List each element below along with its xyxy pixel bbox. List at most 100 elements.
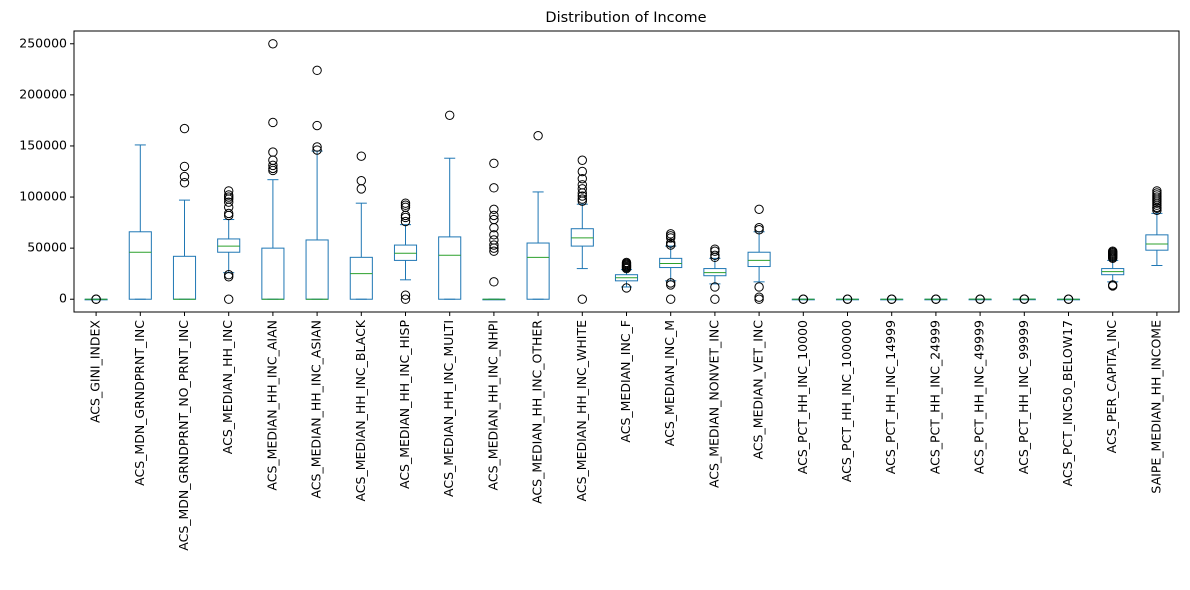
- box: [1145, 234, 1169, 251]
- flier-point: [224, 294, 234, 304]
- flier-point: [224, 208, 234, 219]
- flier-point: [577, 294, 587, 304]
- x-tick-label: ACS_MEDIAN_INC_M: [662, 320, 677, 446]
- flier-point: [666, 294, 676, 304]
- flier-point: [754, 204, 764, 215]
- flier-point: [268, 165, 278, 176]
- flier-point: [400, 216, 411, 227]
- flier-point: [754, 294, 764, 304]
- flier-point: [887, 294, 897, 304]
- flier-point: [489, 246, 499, 256]
- flier-point: [489, 204, 499, 215]
- x-tick-label: ACS_MEDIAN_HH_INC_ASIAN: [309, 320, 324, 499]
- x-tick-label: ACS_MDN_GRNDPRNT_INC: [132, 320, 147, 486]
- flier-point: [754, 282, 764, 292]
- y-tick-label: 250000: [19, 35, 67, 50]
- box: [570, 228, 594, 247]
- x-tick-label: ACS_MEDIAN_HH_INC_WHITE: [574, 320, 589, 502]
- box-group-4: [261, 39, 285, 300]
- flier-point: [710, 244, 720, 254]
- box-group-23: [1101, 246, 1125, 291]
- flier-point: [224, 202, 234, 212]
- flier-point: [577, 180, 587, 190]
- flier-point: [1063, 294, 1074, 304]
- flier-point: [400, 294, 411, 304]
- box-group-19: [924, 294, 948, 304]
- flier-point: [577, 155, 587, 165]
- flier-point: [445, 110, 455, 121]
- flier-point: [268, 155, 278, 165]
- box-group-20: [968, 294, 992, 304]
- flier-point: [577, 173, 587, 184]
- flier-point: [754, 223, 764, 233]
- axes: ACS_GINI_INDEX ACS_MDN_GRNDPRNT_INC ACS_MD…: [19, 30, 1180, 551]
- flier-point: [400, 290, 411, 300]
- flier-point: [268, 160, 278, 171]
- box-group-18: [880, 294, 904, 304]
- box-group-8: [438, 110, 462, 300]
- box-group-7: [393, 198, 418, 304]
- flier-point: [400, 200, 411, 210]
- flier-point: [577, 191, 587, 201]
- y-tick-label: 0: [59, 291, 67, 306]
- flier-point: [179, 178, 190, 188]
- flier-point: [224, 210, 234, 221]
- box-group-0: [84, 294, 108, 304]
- flier-point: [577, 194, 587, 204]
- flier-point: [1108, 246, 1118, 256]
- box: [217, 238, 241, 253]
- x-tick-label: ACS_MEDIAN_HH_INC_MULTI: [441, 320, 456, 497]
- box-group-22: [1056, 294, 1081, 304]
- x-tick-label: ACS_MEDIAN_VET_INC: [751, 320, 766, 460]
- box-group-21: [1012, 294, 1036, 304]
- flier-point: [710, 250, 720, 260]
- flier-point: [577, 166, 587, 177]
- flier-point: [224, 197, 234, 207]
- x-tick-label: ACS_MEDIAN_HH_INC_AIAN: [264, 320, 279, 491]
- flier-point: [489, 235, 499, 245]
- flier-point: [489, 158, 499, 169]
- flier-point: [179, 171, 190, 182]
- box-group-10: [526, 131, 550, 300]
- flier-point: [666, 280, 676, 290]
- y-tick-label: 150000: [19, 137, 67, 152]
- flier-point: [179, 161, 190, 172]
- flier-point: [842, 294, 853, 304]
- flier-point: [489, 183, 499, 193]
- box-group-2: [172, 123, 197, 300]
- x-tick-label: ACS_MDN_GRNDPRNT_NO_PRNT_INC: [176, 320, 191, 551]
- box: [659, 257, 683, 269]
- box-group-9: [482, 158, 506, 301]
- x-tick-label: ACS_PCT_INC50_BELOW17: [1060, 320, 1075, 486]
- box: [703, 268, 727, 277]
- flier-point: [356, 151, 366, 161]
- flier-point: [356, 175, 366, 186]
- x-tick-label: ACS_PCT_HH_INC_100000: [839, 320, 854, 482]
- x-tick-label: ACS_MEDIAN_HH_INC_BLACK: [353, 319, 368, 501]
- flier-point: [91, 294, 101, 304]
- flier-point: [577, 184, 587, 194]
- x-tick-label: ACS_MEDIAN_INC_F: [618, 320, 633, 443]
- box: [747, 251, 771, 268]
- flier-point: [666, 278, 676, 288]
- flier-point: [975, 294, 985, 304]
- flier-point: [710, 294, 720, 304]
- x-tick-label: ACS_MEDIAN_NONVET_INC: [706, 320, 721, 488]
- box-group-14: [703, 244, 727, 304]
- box-group-17: [835, 294, 860, 304]
- flier-point: [179, 123, 190, 134]
- x-tick-label: ACS_MEDIAN_HH_INC_NHPI: [485, 320, 500, 490]
- box-group-3: [217, 186, 241, 304]
- box-group-1: [128, 144, 152, 300]
- flier-point: [666, 238, 676, 248]
- box-group-15: [747, 204, 771, 304]
- flier-point: [621, 257, 632, 268]
- flier-point: [489, 210, 499, 221]
- axes-frame: [73, 30, 1180, 313]
- y-tick-label: 100000: [19, 189, 67, 204]
- x-tick-label: ACS_GINI_INDEX: [88, 320, 103, 423]
- flier-point: [312, 65, 322, 76]
- x-tick-label: ACS_PCT_HH_INC_14999: [883, 320, 898, 474]
- flier-point: [621, 283, 632, 293]
- flier-point: [312, 145, 322, 155]
